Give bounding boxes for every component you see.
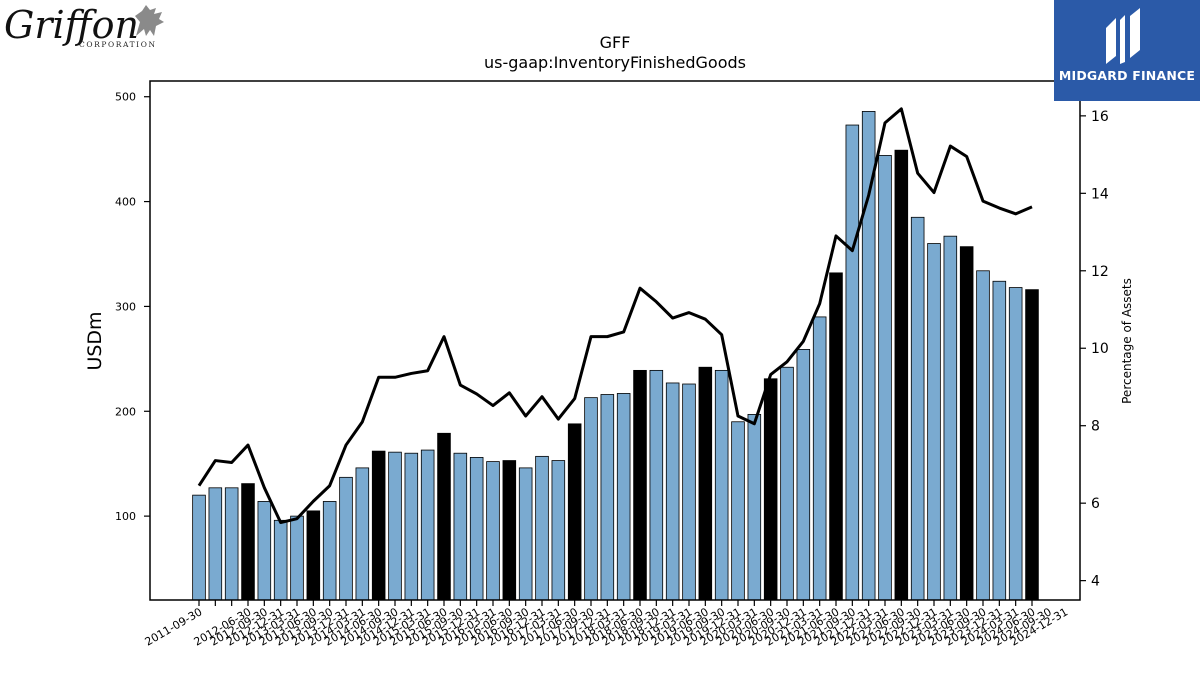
bar (502, 460, 517, 601)
y-tick-label: 500 (115, 91, 136, 104)
bar (861, 111, 876, 601)
bar (273, 519, 288, 601)
y-axis-label: USDm (84, 311, 106, 370)
bar (894, 149, 909, 601)
bar (1008, 287, 1023, 601)
bar (518, 467, 533, 601)
bar (763, 378, 778, 601)
bar (388, 451, 402, 601)
x-axis-ticks: 2011-09-302012-06-302012-09-302012-12-31… (143, 600, 1070, 649)
midgard-emblem-icon (1106, 8, 1140, 64)
bar (584, 397, 598, 601)
bar (600, 394, 615, 601)
y2-tick-label: 10 (1091, 341, 1109, 357)
bar (339, 476, 353, 601)
midgard-logo: MIDGARD FINANCE (1054, 0, 1200, 101)
percentage-line (197, 107, 1033, 525)
plot-frame (149, 80, 1081, 601)
y2-tick-label: 16 (1091, 109, 1109, 125)
bar (420, 449, 435, 601)
y2-tick-label: 12 (1091, 264, 1109, 280)
bar (535, 455, 549, 601)
griffon-logo-name: Griffon (4, 3, 139, 47)
bar (437, 432, 451, 601)
bar (1025, 289, 1039, 601)
bar (812, 316, 827, 601)
bar (355, 467, 370, 601)
bar (649, 369, 664, 601)
bar (404, 452, 419, 601)
bar (486, 461, 500, 601)
y2-tick-label: 6 (1091, 496, 1100, 512)
midgard-logo-text: MIDGARD FINANCE (1058, 68, 1196, 83)
y2-axis-label: Percentage of Assets (1120, 278, 1134, 404)
bar (992, 280, 1007, 601)
bar (453, 452, 468, 601)
bar (567, 423, 582, 601)
bar (780, 366, 794, 601)
bar (306, 510, 321, 601)
bar (747, 414, 762, 601)
bar (878, 155, 892, 601)
bar (731, 421, 745, 601)
bar (633, 369, 647, 601)
bar (616, 393, 631, 601)
y-tick-label: 100 (115, 510, 136, 523)
griffin-emblem-icon (135, 5, 164, 36)
bar (371, 450, 386, 601)
bar (192, 494, 206, 601)
y2-tick-label: 14 (1091, 186, 1109, 202)
y-tick-label: 300 (115, 300, 136, 313)
bar (290, 515, 304, 601)
bar (927, 243, 941, 601)
bar (943, 235, 958, 601)
y2-axis-ticks: 4 6 8 10 12 14 16 (1080, 109, 1109, 590)
bar (845, 124, 860, 601)
bar (682, 383, 696, 601)
bar (976, 270, 990, 601)
bar (910, 216, 925, 601)
bar (224, 487, 239, 601)
bar (959, 246, 974, 601)
chart-title: GFF (600, 33, 631, 52)
bar (469, 457, 484, 601)
y2-tick-label: 4 (1091, 574, 1100, 590)
bar (714, 369, 729, 601)
bar (208, 487, 223, 601)
bar (257, 501, 272, 601)
y-tick-label: 200 (115, 405, 136, 418)
bar-series (192, 111, 1039, 601)
y2-tick-label: 8 (1091, 419, 1100, 435)
chart-subtitle: us-gaap:InventoryFinishedGoods (484, 53, 746, 72)
griffon-logo-sub: CORPORATION (79, 40, 157, 49)
bar (796, 349, 811, 601)
bar (698, 366, 713, 601)
griffon-logo: Griffon CORPORATION (4, 2, 174, 50)
y-axis-ticks: 100 200 300 400 500 (115, 91, 150, 523)
y-tick-label: 400 (115, 196, 136, 209)
bar (241, 483, 255, 601)
bar (665, 382, 680, 601)
bar (322, 501, 337, 601)
bar (829, 272, 843, 601)
bar (551, 460, 566, 601)
